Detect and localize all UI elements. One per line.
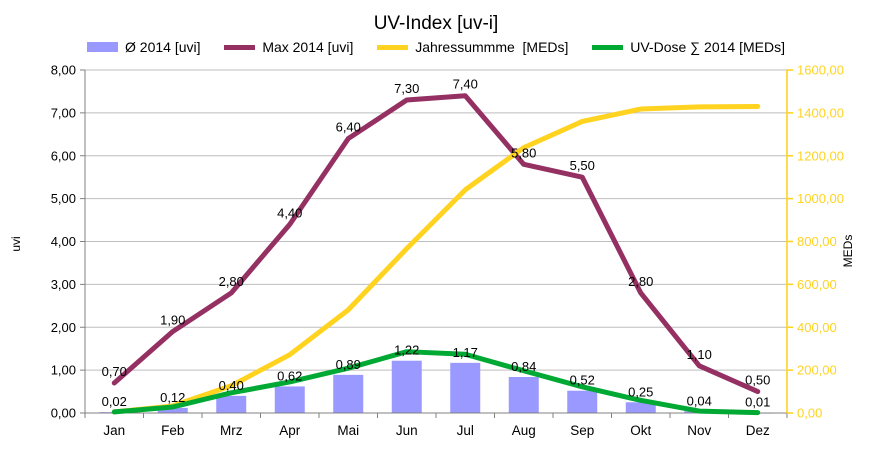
value-label: 2,80 [219, 274, 244, 289]
legend-label: Max 2014 [uvi] [262, 39, 354, 55]
value-label: 0,04 [687, 393, 712, 408]
x-tick-label-Dez: Dez [746, 423, 770, 438]
y-left-tick-label: 2,00 [51, 320, 76, 335]
bar-Mrz [216, 395, 247, 413]
y-left-tick-label: 5,00 [51, 191, 76, 206]
x-tick-label-Feb: Feb [161, 423, 184, 438]
y-left-tick-label: 1,00 [51, 363, 76, 378]
x-tick-label-Okt: Okt [630, 423, 651, 438]
bar-Aug [508, 376, 539, 413]
x-tick-label-Nov: Nov [687, 423, 711, 438]
legend-item-jahressumme: Jahressummme [MEDs] [377, 39, 568, 55]
y-left-tick-label: 6,00 [51, 148, 76, 163]
chart-legend: Ø 2014 [uvi] Max 2014 [uvi] Jahressummme [… [87, 39, 785, 55]
legend-label: Ø 2014 [uvi] [125, 39, 201, 55]
value-label: 0,50 [745, 373, 770, 388]
bar-Feb [157, 407, 188, 413]
y-right-tick-label: 1000,00 [797, 191, 844, 206]
legend-item-uv-dose-2014: UV-Dose ∑ 2014 [MEDs] [592, 39, 785, 55]
value-label: 1,17 [453, 345, 478, 360]
x-tick-label-Sep: Sep [570, 423, 594, 438]
value-label: 0,12 [160, 390, 185, 405]
value-label: 0,01 [745, 395, 770, 410]
line-series [111, 103, 761, 415]
value-label: 1,10 [687, 347, 712, 362]
y-left-tick-label: 0,00 [51, 406, 76, 421]
legend-swatch-uv-dose-2014 [592, 44, 624, 50]
x-tick-labels: Jan Feb Mrz Apr Mai Jun Jul Aug Sep Okt Nov Dez [103, 423, 770, 438]
value-label: 6,40 [336, 120, 361, 135]
value-label: 0,89 [336, 357, 361, 372]
legend-swatch-max-2014 [224, 44, 256, 50]
y-left-tick-label: 8,00 [51, 63, 76, 78]
y-right-tick-label: 1400,00 [797, 105, 844, 120]
right-axis-title: MEDs [841, 234, 855, 268]
value-label: 5,50 [570, 158, 595, 173]
y-right-tick-labels: 0,00 200,00 400,00 600,00 800,00 1000,00 1200,… [797, 63, 844, 421]
y-right-tick-label: 800,00 [797, 234, 837, 249]
x-tick-label-Mrz: Mrz [220, 423, 243, 438]
value-label: 7,40 [453, 77, 478, 92]
chart-title: UV-Index [uv-i] [373, 13, 499, 34]
value-label: 5,80 [511, 145, 536, 160]
x-tick-label-Aug: Aug [512, 423, 536, 438]
bar-Mai [333, 374, 364, 413]
line-series [111, 349, 761, 416]
right-axis [786, 69, 793, 414]
axes [80, 69, 788, 418]
value-label: 1,90 [160, 313, 185, 328]
y-right-tick-label: 1200,00 [797, 148, 844, 163]
legend-swatch-avg-2014 [87, 42, 118, 52]
y-left-tick-label: 7,00 [51, 105, 76, 120]
x-tick-label-Mai: Mai [337, 423, 359, 438]
left-axis-title: uvi [9, 236, 23, 252]
value-labels: 0,02 0,12 0,40 0,62 0,89 1,22 1,17 0,84 0,52 0,25… [102, 343, 771, 410]
bar-Sep [567, 390, 598, 413]
y-left-tick-label: 3,00 [51, 277, 76, 292]
line-series [111, 93, 761, 395]
bar-Okt [625, 402, 656, 413]
value-label: 0,25 [628, 384, 653, 399]
value-label: 0,52 [570, 373, 595, 388]
legend-swatch-jahressumme [377, 44, 409, 50]
gridlines [85, 69, 787, 371]
value-label: 0,40 [219, 378, 244, 393]
bar-Jun [391, 360, 422, 413]
value-label: 0,84 [511, 359, 536, 374]
legend-item-avg-2014: Ø 2014 [uvi] [87, 39, 201, 55]
y-left-tick-label: 4,00 [51, 234, 76, 249]
bar-series [99, 360, 773, 414]
x-tick-label-Apr: Apr [279, 423, 301, 438]
y-right-tick-label: 200,00 [797, 363, 837, 378]
x-tick-label-Jul: Jul [457, 423, 474, 438]
x-tick-label-Jan: Jan [103, 423, 125, 438]
y-right-tick-label: 0,00 [797, 406, 822, 421]
value-label: 0,02 [102, 394, 127, 409]
value-label: 0,62 [277, 368, 302, 383]
bar-Jul [450, 362, 481, 413]
y-right-tick-label: 400,00 [797, 320, 837, 335]
value-label: 7,30 [394, 81, 419, 96]
value-label: 0,70 [102, 364, 127, 379]
value-label: 2,80 [628, 274, 653, 289]
y-right-tick-label: 1600,00 [797, 63, 844, 78]
legend-label: Jahressummme [MEDs] [415, 39, 569, 55]
legend-label: UV-Dose ∑ 2014 [MEDs] [630, 39, 785, 55]
y-right-tick-label: 600,00 [797, 277, 837, 292]
x-tick-label-Jun: Jun [396, 423, 418, 438]
value-labels: 0,70 1,90 2,80 4,40 6,40 7,30 7,40 5,80 5,50 2,80… [102, 77, 771, 388]
legend-item-max-2014: Max 2014 [uvi] [224, 39, 353, 55]
value-label: 1,22 [394, 343, 419, 358]
bar-Apr [274, 386, 305, 413]
value-label: 4,40 [277, 205, 302, 220]
y-left-tick-labels: 0,00 1,00 2,00 3,00 4,00 5,00 6,00 7,00 8,00 [51, 63, 76, 421]
